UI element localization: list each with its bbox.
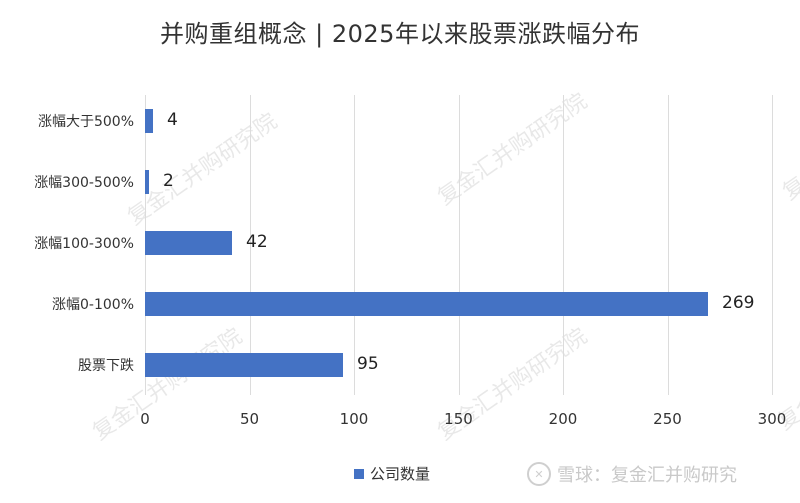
legend: 公司数量 bbox=[354, 463, 430, 484]
chart-title: 并购重组概念 | 2025年以来股票涨跌幅分布 bbox=[160, 20, 640, 48]
category-label: 涨幅大于500% bbox=[37, 114, 134, 130]
gridline bbox=[667, 95, 669, 395]
category-label: 股票下跌 bbox=[78, 358, 134, 374]
x-tick: 100 bbox=[339, 410, 369, 428]
plot-area: 4 2 42 269 95 bbox=[145, 95, 773, 395]
x-tick: 50 bbox=[239, 410, 260, 428]
category-label: 涨幅100-300% bbox=[34, 236, 134, 252]
x-tick: 200 bbox=[548, 410, 578, 428]
bar-decline bbox=[145, 353, 343, 377]
data-label: 269 bbox=[722, 293, 755, 313]
gridline bbox=[458, 95, 460, 395]
gridline bbox=[563, 95, 564, 395]
source-credit: ✕ 雪球：复金汇并购研究 bbox=[527, 461, 737, 487]
watermark: 复金汇并购研究院 bbox=[778, 83, 800, 206]
category-label: 涨幅0-100% bbox=[52, 297, 134, 313]
gridline bbox=[249, 95, 251, 395]
x-tick: 300 bbox=[757, 410, 787, 428]
gridline bbox=[354, 95, 355, 395]
bar-300-500 bbox=[145, 170, 149, 194]
bar-100-300 bbox=[145, 231, 232, 255]
data-label: 42 bbox=[246, 232, 268, 252]
legend-swatch bbox=[354, 468, 364, 479]
snowball-icon: ✕ bbox=[527, 462, 551, 486]
x-tick: 250 bbox=[653, 410, 682, 428]
credit-text: 雪球：复金汇并购研究 bbox=[557, 465, 737, 486]
bar-gt500 bbox=[145, 109, 153, 133]
bar-0-100 bbox=[145, 292, 708, 316]
category-label: 涨幅300-500% bbox=[34, 175, 134, 191]
x-tick: 150 bbox=[444, 410, 473, 428]
data-label: 95 bbox=[357, 354, 379, 374]
gridline bbox=[772, 95, 773, 395]
data-label: 2 bbox=[163, 171, 174, 191]
legend-label: 公司数量 bbox=[370, 465, 431, 483]
x-tick: 0 bbox=[140, 410, 150, 428]
data-label: 4 bbox=[167, 110, 178, 130]
